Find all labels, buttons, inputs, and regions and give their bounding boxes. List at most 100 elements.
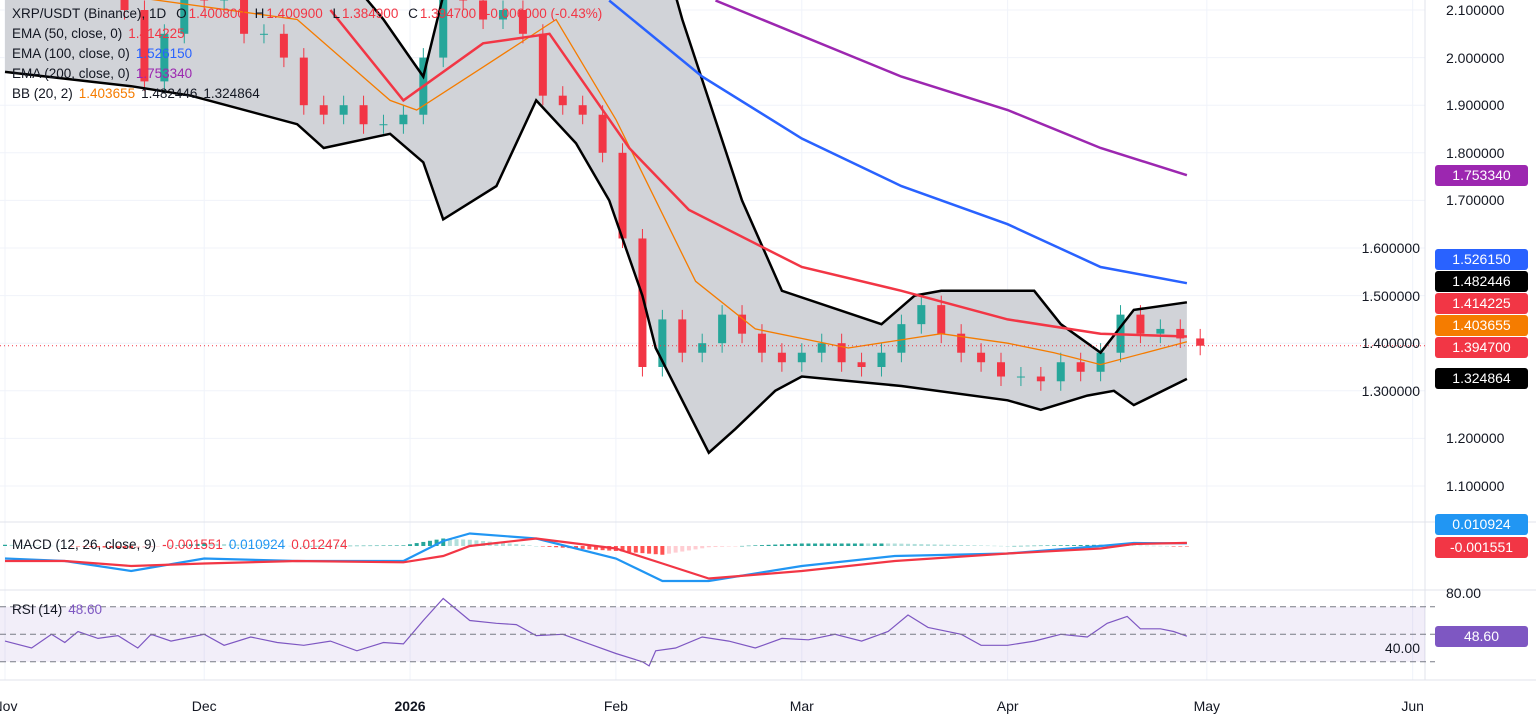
macd-histogram-bar — [301, 545, 306, 547]
candle-body — [140, 10, 149, 82]
macd-histogram-bar — [686, 546, 691, 551]
ema50-legend[interactable]: EMA (50, close, 0) 1.414225 — [12, 26, 185, 41]
macd-histogram-bar — [328, 545, 333, 547]
low-value: 1.384900 — [342, 6, 399, 21]
change-value: -0.006000 (-0.43%) — [485, 6, 603, 21]
macd-histogram-bar — [793, 543, 798, 546]
candle-body — [857, 362, 866, 367]
macd-histogram-bar — [162, 546, 167, 547]
macd-histogram-bar — [49, 545, 54, 547]
macd-histogram-bar — [474, 540, 479, 546]
candle-body — [658, 319, 667, 367]
macd-histogram-bar — [593, 546, 598, 550]
macd-histogram-bar — [56, 545, 61, 547]
macd-histogram-bar — [1085, 544, 1090, 546]
macd-histogram-bar — [660, 546, 665, 555]
candle-body — [1076, 362, 1085, 372]
macd-histogram-bar — [441, 538, 446, 546]
macd-histogram-bar — [507, 543, 512, 546]
rsi-axis-tick: 80.00 — [1446, 585, 1482, 601]
macd-histogram-bar — [740, 545, 745, 547]
candle-body — [499, 10, 507, 20]
macd-histogram-bar — [965, 545, 970, 546]
macd-histogram-bar — [1038, 545, 1043, 547]
macd-histogram-bar — [62, 546, 67, 547]
candle-body — [479, 0, 488, 20]
macd-histogram-bar — [912, 543, 917, 546]
macd-histogram-bar — [726, 546, 731, 547]
bb-upper-line — [365, 0, 1188, 355]
macd-histogram-bar — [852, 543, 857, 546]
macd-histogram-bar — [308, 545, 313, 547]
bb-legend[interactable]: BB (20, 2) 1.403655 1.482446 1.324864 — [12, 86, 260, 101]
candle-body — [877, 352, 886, 367]
candle-body — [897, 324, 906, 353]
macd-histogram-bar — [514, 544, 519, 546]
macd-histogram-bar — [1032, 545, 1037, 547]
main-pane — [0, 0, 1425, 455]
macd-histogram-bar — [149, 546, 154, 548]
macd-histogram-bar — [1158, 545, 1163, 547]
candle-body — [817, 343, 826, 353]
macd-histogram-bar — [786, 544, 791, 546]
macd-histogram-bar — [647, 546, 652, 554]
candle-body — [638, 238, 647, 367]
macd-histogram-bar — [746, 545, 751, 547]
macd-histogram-bar — [554, 546, 559, 548]
macd-histogram-bar — [361, 545, 366, 547]
rsi-value-tag: 48.60 — [1435, 625, 1528, 647]
candle-body — [299, 57, 308, 106]
macd-histogram-bar — [939, 544, 944, 546]
macd-histogram-bar — [195, 543, 200, 546]
macd-histogram-bar — [42, 545, 47, 547]
macd-histogram-bar — [779, 544, 784, 546]
candle-body — [777, 352, 786, 363]
macd-histogram-bar — [547, 546, 552, 547]
macd-histogram-bar — [129, 546, 134, 549]
macd-histogram-bar — [401, 545, 406, 546]
macd-histogram-bar — [892, 543, 897, 546]
macd-pane — [3, 532, 1189, 583]
ema200-line — [715, 0, 1188, 177]
macd-histogram-bar — [733, 546, 738, 547]
macd-histogram-bar — [9, 544, 14, 546]
macd-histogram-bar — [720, 546, 725, 547]
macd-histogram-bar — [806, 543, 811, 546]
candle-body — [538, 33, 547, 96]
macd-histogram-bar — [16, 545, 21, 546]
price-tag: 1.753340 — [1435, 164, 1528, 186]
price-tag: 1.394700 — [1435, 336, 1528, 358]
price-tag: 1.414225 — [1435, 292, 1528, 314]
candle-body — [319, 105, 328, 115]
macd-histogram-bar — [706, 546, 711, 548]
ema200-legend[interactable]: EMA (200, close, 0) 1.753340 — [12, 66, 193, 81]
macd-legend[interactable]: MACD (12, 26, close, 9) -0.001551 0.010924… — [12, 537, 348, 552]
candle-body — [1176, 328, 1185, 339]
macd-histogram-bar — [89, 546, 94, 547]
macd-histogram-bar — [394, 545, 399, 546]
macd-histogram-bar — [799, 543, 804, 546]
macd-histogram-bar — [826, 543, 831, 546]
macd-histogram-bar — [1052, 545, 1057, 546]
macd-histogram-bar — [759, 545, 764, 546]
macd-histogram-bar — [315, 545, 320, 547]
macd-histogram-bar — [992, 545, 997, 547]
candle-body — [718, 314, 727, 344]
macd-histogram-bar — [109, 546, 114, 548]
time-axis-label: Apr — [996, 698, 1019, 714]
ema100-legend[interactable]: EMA (100, close, 0) 1.526150 — [12, 46, 193, 61]
macd-histogram-bar — [341, 545, 346, 547]
rsi-legend[interactable]: RSI (14) 48.60 — [12, 602, 103, 617]
bb-lower-line — [4, 70, 1188, 455]
symbol-name[interactable]: XRP/USDT (Binance), 1D — [12, 6, 167, 21]
candle-body — [160, 33, 169, 82]
macd-histogram-bar — [846, 543, 851, 546]
macd-histogram-bar — [952, 544, 957, 546]
price-axis-tick: 1.500000 — [1361, 287, 1420, 304]
candle-body — [1136, 314, 1145, 334]
macd-histogram-bar — [467, 539, 472, 546]
candle-body — [917, 305, 926, 325]
macd-histogram-bar — [228, 544, 233, 546]
macd-histogram-bar — [680, 546, 685, 552]
